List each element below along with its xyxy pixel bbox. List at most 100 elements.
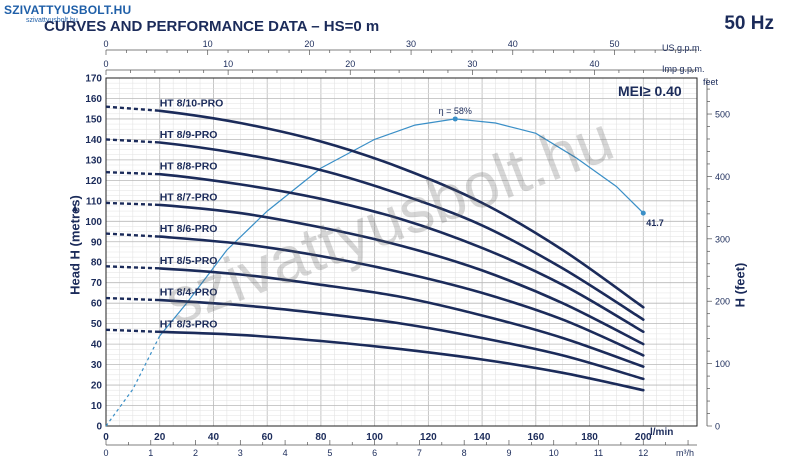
series-line [158,203,645,346]
x-tick-label: 20 [154,432,166,443]
feet-tick-label: 500 [715,110,730,120]
x-axis-unit-m3h: m³/h [676,448,694,458]
watermark-logo-url: szivattyusbolt.hu [26,17,78,24]
us-gpm-tick-label: 30 [406,39,416,49]
y-axis-unit-feet: feet [703,77,719,87]
y-tick-label: 100 [85,217,102,228]
y-tick-label: 120 [85,176,102,187]
us-gpm-tick-label: 0 [103,39,108,49]
m3h-tick-label: 3 [238,448,243,458]
y-tick-label: 110 [86,196,103,207]
m3h-tick-label: 4 [283,448,288,458]
series-dashed-line [105,265,160,270]
series-label: HT 8/3-PRO [160,318,218,330]
imp-gpm-tick-label: 40 [589,59,599,69]
x-tick-label: 40 [208,432,220,443]
series-line [158,109,645,309]
y-tick-label: 10 [91,401,103,412]
y-tick-label: 150 [85,114,102,125]
y-tick-label: 130 [85,155,102,166]
series-dashed-line [105,296,160,302]
series-dashed-line [105,232,160,238]
y-axis-title-right: H (feet) [732,262,748,308]
x-tick-label: 120 [420,432,437,443]
x-tick-label: 200 [635,432,652,443]
feet-tick-label: 200 [715,297,730,307]
feet-tick-label: 100 [715,359,730,369]
m3h-tick-label: 2 [193,448,198,458]
y-axis-arrow-icon [72,205,78,211]
series-line [158,172,645,334]
series-dashed-line [105,138,160,144]
y-tick-label: 90 [91,237,103,248]
y-tick-label: 70 [91,278,103,289]
imp-gpm-tick-label: 10 [223,59,233,69]
series-line [158,298,645,381]
series-label: HT 8/10-PRO [160,97,224,109]
plot-frame [105,77,698,427]
x-axis-unit-impgpm: Imp g.p.m. [662,64,705,74]
chart-title: CURVES AND PERFORMANCE DATA – HS=0 m [44,18,380,35]
feet-tick-label: 0 [715,422,720,432]
y-tick-label: 30 [91,360,103,371]
us-gpm-tick-label: 40 [508,39,518,49]
y-tick-label: 60 [91,299,103,310]
watermark-logo: SZIVATTYUSBOLT.HU [4,3,132,17]
series-dashed-line [105,201,160,207]
x-tick-label: 160 [527,432,544,443]
feet-tick-label: 400 [715,172,730,182]
imp-gpm-tick-label: 20 [345,59,355,69]
y-tick-label: 40 [91,340,103,351]
series-label: HT 8/8-PRO [160,161,218,173]
series-dashed-line [105,105,160,112]
x-tick-label: 100 [366,432,383,443]
mei-label: MEI≥ 0.40 [618,83,682,99]
efficiency-peak-label: η = 58% [439,106,472,116]
y-tick-label: 140 [85,135,102,146]
efficiency-peak-point [452,116,458,122]
m3h-tick-label: 5 [327,448,332,458]
us-gpm-tick-label: 20 [304,39,314,49]
efficiency-end-point [640,210,646,216]
us-gpm-tick-label: 10 [203,39,213,49]
efficiency-curve [159,118,644,337]
imp-gpm-tick-label: 0 [103,59,108,69]
x-axis-unit-usgpm: US g.p.m. [662,43,703,53]
series-label: HT 8/7-PRO [160,191,218,203]
series-dashed-line [105,328,160,334]
m3h-tick-label: 10 [549,448,559,458]
x-axis-unit-lmin: l/min [650,427,674,438]
frequency-label: 50 Hz [724,13,774,34]
y-tick-label: 50 [91,319,103,330]
m3h-tick-label: 0 [103,448,108,458]
y-tick-label: 20 [91,381,103,392]
x-tick-label: 180 [581,432,598,443]
x-tick-label: 140 [474,432,491,443]
y-tick-label: 80 [91,258,103,269]
y-tick-label: 160 [85,94,102,105]
y-axis-title-left: Head H (metres) [67,195,83,295]
efficiency-end-label: 41.7 [646,218,664,228]
x-tick-label: 0 [103,432,109,443]
m3h-tick-label: 11 [594,448,603,458]
series-label: HT 8/6-PRO [160,223,218,235]
series-line [158,330,645,392]
m3h-tick-label: 8 [462,448,467,458]
series-label: HT 8/4-PRO [160,287,218,299]
efficiency-curve-dashed [105,335,161,427]
y-tick-label: 0 [96,422,102,433]
us-gpm-tick-label: 50 [609,39,619,49]
m3h-tick-label: 7 [417,448,422,458]
m3h-tick-label: 12 [638,448,648,458]
m3h-tick-label: 6 [372,448,377,458]
series-line [158,141,645,321]
y-tick-label: 170 [85,74,102,85]
series-line [158,267,645,368]
x-tick-label: 80 [315,432,327,443]
series-label: HT 8/5-PRO [160,255,218,267]
m3h-tick-label: 1 [148,448,153,458]
series-dashed-line [105,170,160,176]
x-tick-label: 60 [262,432,274,443]
